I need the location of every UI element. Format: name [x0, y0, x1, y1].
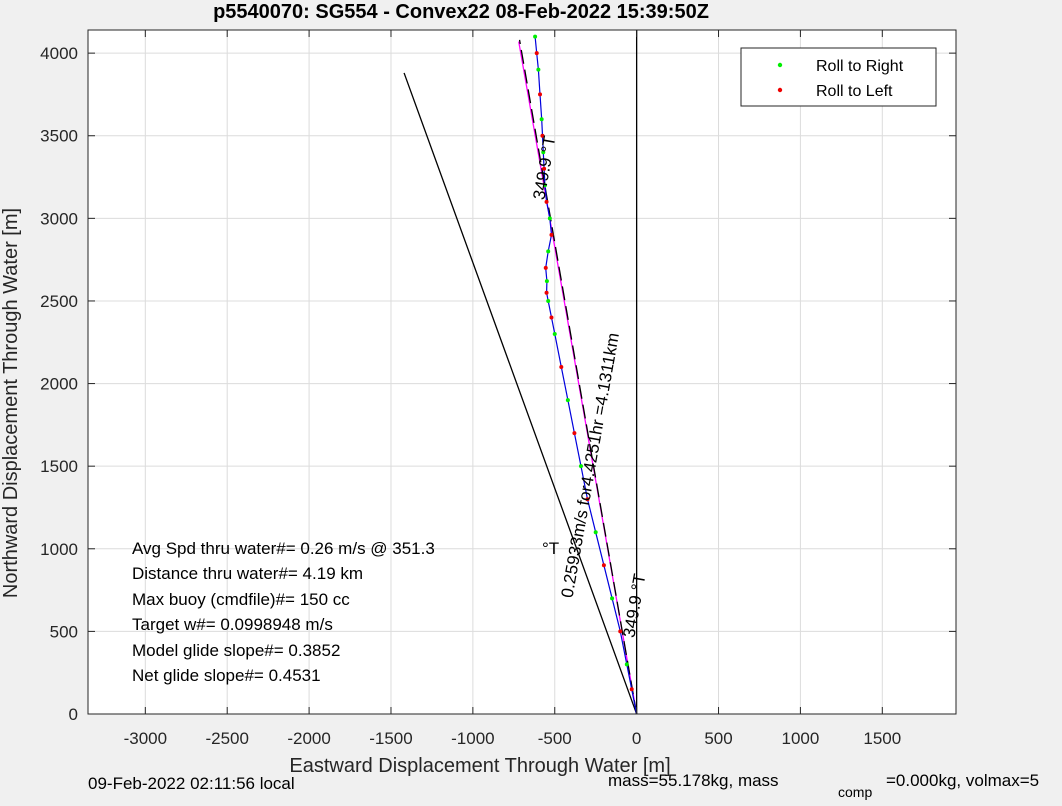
- roll-right-point: [578, 464, 583, 469]
- y-tick-label: 3000: [40, 209, 78, 228]
- y-tick-label: 1000: [40, 540, 78, 559]
- roll-left-point: [549, 232, 554, 237]
- roll-left-point: [559, 365, 564, 370]
- roll-right-point: [541, 150, 546, 155]
- x-tick-label: -2500: [205, 729, 248, 748]
- roll-right-point: [546, 249, 551, 254]
- y-tick-label: 4000: [40, 44, 78, 63]
- stats-line-6: Net glide slope#= 0.4531: [132, 666, 321, 685]
- roll-left-point: [534, 51, 539, 56]
- y-axis-title: Northward Displacement Through Water [m]: [0, 208, 22, 598]
- legend-label-roll-left: Roll to Left: [816, 83, 893, 100]
- stats-line-4: Target w#= 0.0998948 m/s: [132, 615, 333, 634]
- roll-right-point: [547, 216, 552, 221]
- y-tick-label: 3500: [40, 127, 78, 146]
- y-tick-label: 2000: [40, 375, 78, 394]
- roll-points: [533, 34, 634, 692]
- legend-marker-roll-right: [777, 62, 783, 68]
- legend: Roll to Right Roll to Left: [740, 47, 937, 107]
- roll-left-point: [601, 563, 606, 568]
- x-tick-label: -2000: [287, 729, 330, 748]
- roll-left-point: [540, 133, 545, 138]
- legend-box: [740, 47, 937, 107]
- axis-ticks: -3000 -2500 -2000 -1500 -1000 -500 0 500 1000 150…: [40, 30, 956, 748]
- x-tick-label: 0: [632, 729, 641, 748]
- roll-right-point: [533, 34, 538, 39]
- roll-right-point: [552, 332, 557, 336]
- stats-line-3: Max buoy (cmdfile)#= 150 cc: [132, 590, 350, 609]
- roll-left-point: [538, 92, 543, 97]
- roll-right-point: [593, 530, 598, 535]
- roll-right-point: [610, 596, 615, 601]
- y-tick-label: 1500: [40, 457, 78, 476]
- x-tick-label: -500: [538, 729, 572, 748]
- roll-left-point: [544, 199, 549, 204]
- plot-frame: [87, 29, 957, 715]
- x-tick-label: -1500: [369, 729, 412, 748]
- roll-right-point: [624, 662, 629, 667]
- roll-left-point: [629, 687, 634, 692]
- footer-local-time: 09-Feb-2022 02:11:56 local: [88, 774, 295, 793]
- roll-left-point: [618, 629, 623, 634]
- current-heading-line: [518, 39, 638, 715]
- x-tick-label: 500: [704, 729, 732, 748]
- x-tick-label: -1000: [451, 729, 494, 748]
- footer-mass-tail: =0.000kg, volmax=5: [886, 771, 1039, 790]
- legend-marker-roll-left: [777, 87, 783, 93]
- stats-unit: °T: [542, 539, 559, 558]
- y-tick-label: 0: [69, 705, 78, 724]
- roll-right-point: [565, 398, 570, 403]
- roll-left-point: [549, 315, 554, 320]
- roll-left-point: [543, 265, 548, 270]
- roll-left-point: [572, 431, 577, 436]
- x-tick-label: 1500: [863, 729, 901, 748]
- roll-left-point: [542, 166, 547, 171]
- stats-block: Avg Spd thru water#= 0.26 m/s @ 351.3 °T…: [132, 539, 559, 685]
- roll-left-point: [585, 497, 590, 502]
- roll-right-point: [546, 298, 551, 303]
- x-tick-label: 1000: [782, 729, 820, 748]
- roll-right-point: [542, 183, 547, 188]
- stats-line-2: Distance thru water#= 4.19 km: [132, 564, 363, 583]
- y-tick-label: 500: [50, 622, 78, 641]
- roll-right-point: [544, 279, 549, 284]
- legend-label-roll-right: Roll to Right: [816, 58, 904, 75]
- plot-area: [88, 30, 956, 714]
- footer-mass-subscript: comp: [838, 784, 872, 800]
- footer-mass: mass=55.178kg, mass: [608, 771, 779, 790]
- chart-title: p5540070: SG554 - Convex22 08-Feb-2022 1…: [213, 1, 709, 23]
- stats-line-5: Model glide slope#= 0.3852: [132, 641, 340, 660]
- roll-left-point: [544, 290, 549, 295]
- roll-right-point: [536, 67, 541, 72]
- stats-line-1: Avg Spd thru water#= 0.26 m/s @ 351.3: [132, 539, 435, 558]
- x-tick-label: -3000: [124, 729, 167, 748]
- dive-heading-line: [403, 72, 638, 715]
- roll-right-point: [539, 117, 544, 122]
- x-axis-title: Eastward Displacement Through Water [m]: [289, 755, 670, 777]
- y-tick-label: 2500: [40, 292, 78, 311]
- reference-lines: [403, 30, 638, 715]
